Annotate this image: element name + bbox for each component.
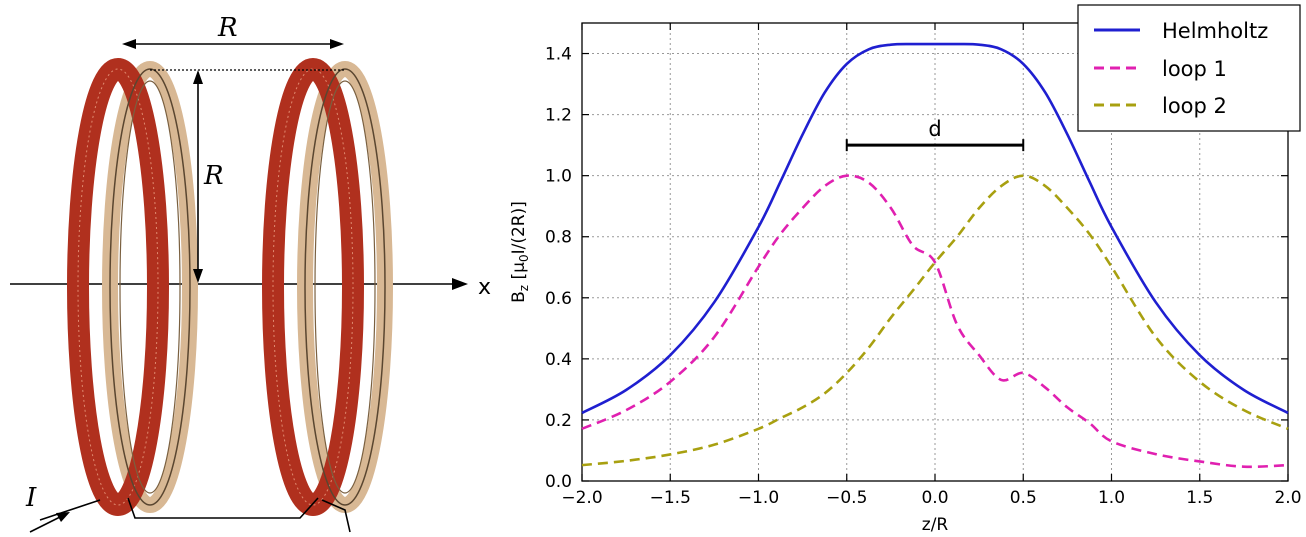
legend-label-loop2: loop 2: [1162, 94, 1227, 118]
x-tick-label: −1.5: [650, 488, 691, 508]
chart: −2.0 −1.5 −1.0 −0.5 0.0 0.5 1.0 1.5 2.0 0.00.20.…: [509, 4, 1302, 535]
r-side-arrow-top: [193, 70, 203, 84]
x-tick-label: −0.5: [826, 488, 867, 508]
y-tick-label: 1.0: [545, 167, 572, 187]
coil-left-winding-lines: [77, 68, 159, 506]
coil-right-frame-inner: [314, 80, 376, 494]
x-tick-label: −1.0: [738, 488, 779, 508]
annotation-d-label: d: [928, 117, 941, 141]
legend-label-helmholtz: Helmholtz: [1162, 19, 1268, 43]
x-tick-label: −2.0: [561, 488, 602, 508]
y-axis-title-rest: [μ: [509, 262, 529, 285]
y-tick-label: 0.0: [545, 472, 572, 492]
current-arrow-shaft: [29, 515, 63, 533]
series-line-helmholtz: [581, 42, 1289, 415]
x-axis-arrowhead: [452, 278, 468, 290]
y-axis-title-sub2: 0: [517, 254, 531, 262]
x-tick-label: 1.0: [1098, 488, 1125, 508]
y-axis-title: Bz [μ0I/(2R)]: [509, 201, 531, 303]
x-tick-label: 2.0: [1274, 488, 1301, 508]
lead-wire-left-1: [39, 499, 101, 521]
x-tick-label: 0.0: [921, 488, 948, 508]
x-tick-label: 0.5: [1010, 488, 1037, 508]
y-tick-label: 0.6: [545, 289, 572, 309]
coil-left-frame-inner: [119, 80, 181, 494]
x-axis-label: x: [478, 275, 491, 300]
r-top-arrow-left: [122, 39, 136, 49]
y-tick-label: 0.8: [545, 228, 572, 248]
r-top-label: R: [217, 13, 238, 43]
series-line-loop-1: [581, 174, 1289, 469]
annotation-d: d: [845, 117, 1025, 152]
coil-left: [67, 58, 198, 516]
x-ticks: −2.0 −1.5 −1.0 −0.5 0.0 0.5 1.0 1.5 2.0: [561, 23, 1302, 508]
coil-right-frame-front: [304, 68, 386, 506]
x-axis-title: z/R: [922, 515, 949, 535]
coil-right: [262, 58, 393, 516]
connecting-wire: [127, 497, 319, 519]
series-line-loop-2: [581, 174, 1289, 467]
coil-right-winding-lines: [272, 68, 354, 506]
y-tick-label: 0.4: [545, 350, 572, 370]
y-ticks: 0.0 0.2 0.4 0.6 0.8 1.0 1.2 1.4: [545, 45, 1288, 492]
y-tick-label: 0.2: [545, 411, 572, 431]
y-tick-label: 1.4: [545, 45, 572, 65]
coil-left-frame-front: [109, 68, 191, 506]
current-label: I: [25, 483, 37, 513]
legend: Helmholtz loop 1 loop 2: [1077, 4, 1301, 132]
current-arrowhead: [56, 512, 70, 522]
y-axis-title-sub: z: [517, 285, 531, 291]
lead-wire-right: [321, 499, 351, 533]
r-top-arrow-right: [330, 39, 344, 49]
r-side-label: R: [203, 161, 224, 191]
r-side-arrow-bottom: [193, 269, 203, 283]
x-tick-label: 1.5: [1186, 488, 1213, 508]
y-axis-title-end: I/(2R)]: [509, 201, 529, 254]
series-layer: [581, 42, 1289, 469]
y-tick-label: 1.2: [545, 106, 572, 126]
legend-label-loop1: loop 1: [1162, 57, 1227, 81]
helmholtz-coil-diagram: x R R I: [10, 13, 491, 533]
y-axis-title-main: B: [509, 291, 529, 303]
